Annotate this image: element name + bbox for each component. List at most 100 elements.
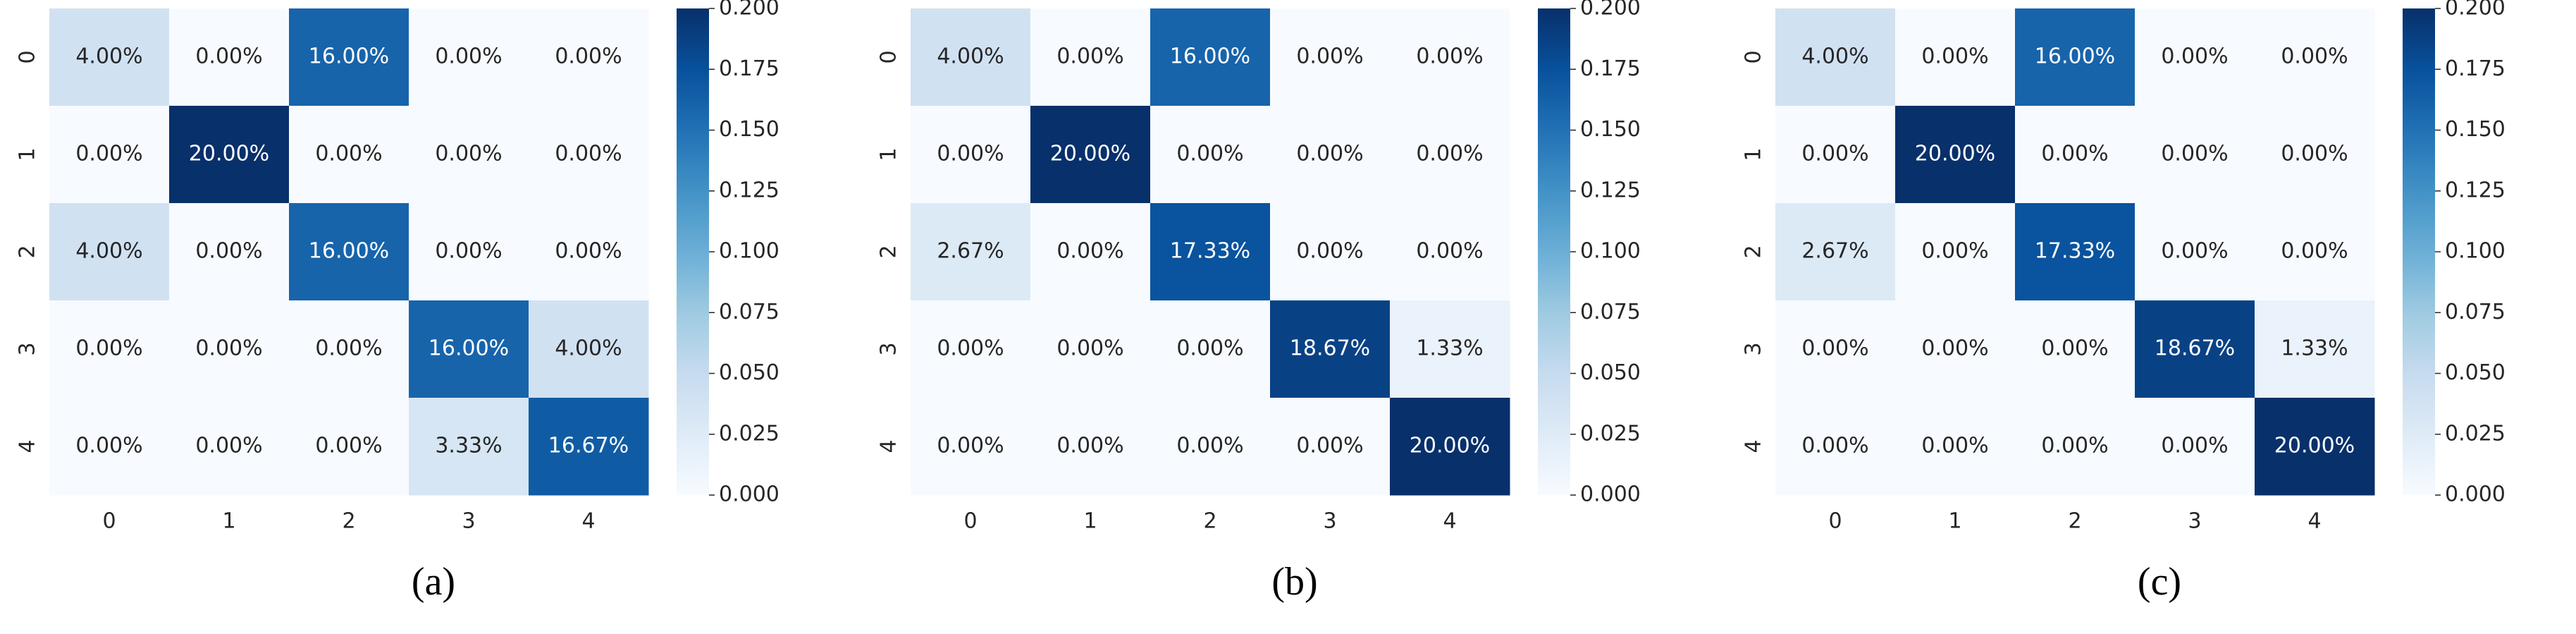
heatmap-cell bbox=[169, 203, 290, 301]
cell-label: 0.00% bbox=[1176, 336, 1243, 361]
heatmap-cell bbox=[529, 203, 649, 301]
colorbar-tick-label: 0.150 bbox=[1580, 117, 1641, 142]
y-tick-label: 4 bbox=[16, 439, 40, 453]
cell-label: 0.00% bbox=[1296, 44, 1363, 69]
heatmap-panel: 4.00% 0.00% 16.00% 0.00% 0.00%0.00% 20.00% 0.0… bbox=[1742, 0, 2506, 604]
heatmap-cell bbox=[1030, 300, 1151, 398]
colorbar-tick-label: 0.150 bbox=[2445, 117, 2506, 142]
cell-label: 18.67% bbox=[2155, 336, 2235, 361]
x-tick-label: 3 bbox=[2188, 509, 2201, 534]
x-tick-label: 4 bbox=[581, 509, 595, 534]
cell-label: 17.33% bbox=[1170, 239, 1250, 264]
colorbar-tick-label: 0.025 bbox=[719, 421, 779, 446]
x-tick-label: 1 bbox=[222, 509, 235, 534]
cell-label: 0.00% bbox=[195, 44, 262, 69]
colorbar-tick-label: 0.050 bbox=[719, 360, 779, 385]
cell-label: 0.00% bbox=[195, 434, 262, 458]
cell-label: 0.00% bbox=[75, 142, 142, 166]
x-tick-label: 3 bbox=[462, 509, 475, 534]
cell-label: 0.00% bbox=[2161, 434, 2228, 458]
heatmap-cell bbox=[2135, 203, 2255, 301]
y-tick-label: 3 bbox=[1742, 342, 1766, 355]
heatmap-cell bbox=[1270, 203, 1391, 301]
heatmap-cell bbox=[2135, 398, 2255, 496]
y-tick-label: 1 bbox=[877, 147, 901, 161]
cell-label: 4.00% bbox=[1801, 44, 1868, 69]
heatmap-panel: 4.00% 0.00% 16.00% 0.00% 0.00%0.00% 20.00% 0.0… bbox=[16, 0, 779, 604]
heatmap-cell bbox=[1270, 106, 1391, 204]
x-tick-label: 4 bbox=[1443, 509, 1456, 534]
cell-label: 4.00% bbox=[937, 44, 1004, 69]
heatmap-cell bbox=[169, 398, 290, 496]
y-tick-label: 3 bbox=[16, 342, 40, 355]
cell-label: 0.00% bbox=[75, 336, 142, 361]
heatmap-cell bbox=[1390, 398, 1510, 496]
heatmap-cell bbox=[2135, 106, 2255, 204]
cell-label: 1.33% bbox=[1416, 336, 1483, 361]
x-tick-label: 2 bbox=[1203, 509, 1216, 534]
heatmap-cell bbox=[2255, 300, 2375, 398]
x-tick-label: 4 bbox=[2307, 509, 2321, 534]
y-tick-label: 4 bbox=[877, 439, 901, 453]
y-tick-label: 1 bbox=[1742, 147, 1766, 161]
heatmap-cell bbox=[2015, 398, 2136, 496]
colorbar-tick-label: 0.200 bbox=[1580, 0, 1641, 20]
y-tick-label: 2 bbox=[877, 245, 901, 258]
cell-label: 0.00% bbox=[2281, 44, 2348, 69]
cell-label: 0.00% bbox=[2281, 239, 2348, 264]
heatmap-cell bbox=[409, 8, 529, 106]
cell-label: 0.00% bbox=[1296, 239, 1363, 264]
heatmap-cell bbox=[1895, 106, 2016, 204]
heatmap-cell bbox=[529, 300, 649, 398]
cell-label: 0.00% bbox=[1801, 142, 1868, 166]
cell-label: 0.00% bbox=[1056, 434, 1123, 458]
cell-label: 3.33% bbox=[435, 434, 502, 458]
heatmap-cell bbox=[2135, 300, 2255, 398]
colorbar-tick-label: 0.125 bbox=[2445, 178, 2506, 202]
cell-label: 20.00% bbox=[2274, 434, 2355, 458]
heatmap-cell bbox=[2015, 106, 2136, 204]
heatmap-cell bbox=[409, 398, 529, 496]
cell-label: 0.00% bbox=[2041, 142, 2108, 166]
heatmap-cell bbox=[2015, 300, 2136, 398]
cell-label: 16.00% bbox=[1170, 44, 1250, 69]
cell-label: 0.00% bbox=[1801, 434, 1868, 458]
cell-label: 17.33% bbox=[2035, 239, 2115, 264]
colorbar-tick-label: 0.075 bbox=[1580, 300, 1641, 324]
heatmap-cell bbox=[409, 106, 529, 204]
heatmap-cell bbox=[1030, 398, 1151, 496]
heatmap-cell bbox=[911, 203, 1031, 301]
cell-label: 2.67% bbox=[1801, 239, 1868, 264]
heatmap-cell bbox=[2135, 8, 2255, 106]
heatmap-cell bbox=[1895, 300, 2016, 398]
cell-label: 0.00% bbox=[75, 434, 142, 458]
heatmap-cell bbox=[289, 398, 409, 496]
cell-label: 0.00% bbox=[937, 434, 1004, 458]
colorbar-tick-label: 0.125 bbox=[1580, 178, 1641, 202]
heatmap-cell bbox=[2255, 106, 2375, 204]
cell-label: 0.00% bbox=[2161, 239, 2228, 264]
caption: (a) bbox=[412, 560, 455, 604]
heatmap-cell bbox=[1270, 300, 1391, 398]
x-tick-label: 0 bbox=[102, 509, 116, 534]
heatmap-cell bbox=[409, 300, 529, 398]
heatmap-cell bbox=[1030, 106, 1151, 204]
cell-label: 4.00% bbox=[75, 44, 142, 69]
cell-label: 0.00% bbox=[1416, 44, 1483, 69]
heatmap-cell bbox=[529, 8, 649, 106]
cell-label: 16.00% bbox=[309, 239, 389, 264]
cell-label: 0.00% bbox=[2161, 142, 2228, 166]
cell-label: 0.00% bbox=[1056, 336, 1123, 361]
colorbar bbox=[2403, 8, 2435, 495]
x-tick-label: 1 bbox=[1083, 509, 1097, 534]
cell-label: 16.00% bbox=[309, 44, 389, 69]
heatmap-cell bbox=[289, 203, 409, 301]
cell-label: 0.00% bbox=[1056, 44, 1123, 69]
heatmap-cell bbox=[49, 203, 170, 301]
colorbar-tick-label: 0.175 bbox=[719, 56, 779, 81]
heatmap-cell bbox=[1895, 398, 2016, 496]
heatmap-cell bbox=[2015, 203, 2136, 301]
cell-label: 0.00% bbox=[195, 336, 262, 361]
colorbar-tick-label: 0.025 bbox=[1580, 421, 1641, 446]
x-tick-label: 2 bbox=[2068, 509, 2081, 534]
